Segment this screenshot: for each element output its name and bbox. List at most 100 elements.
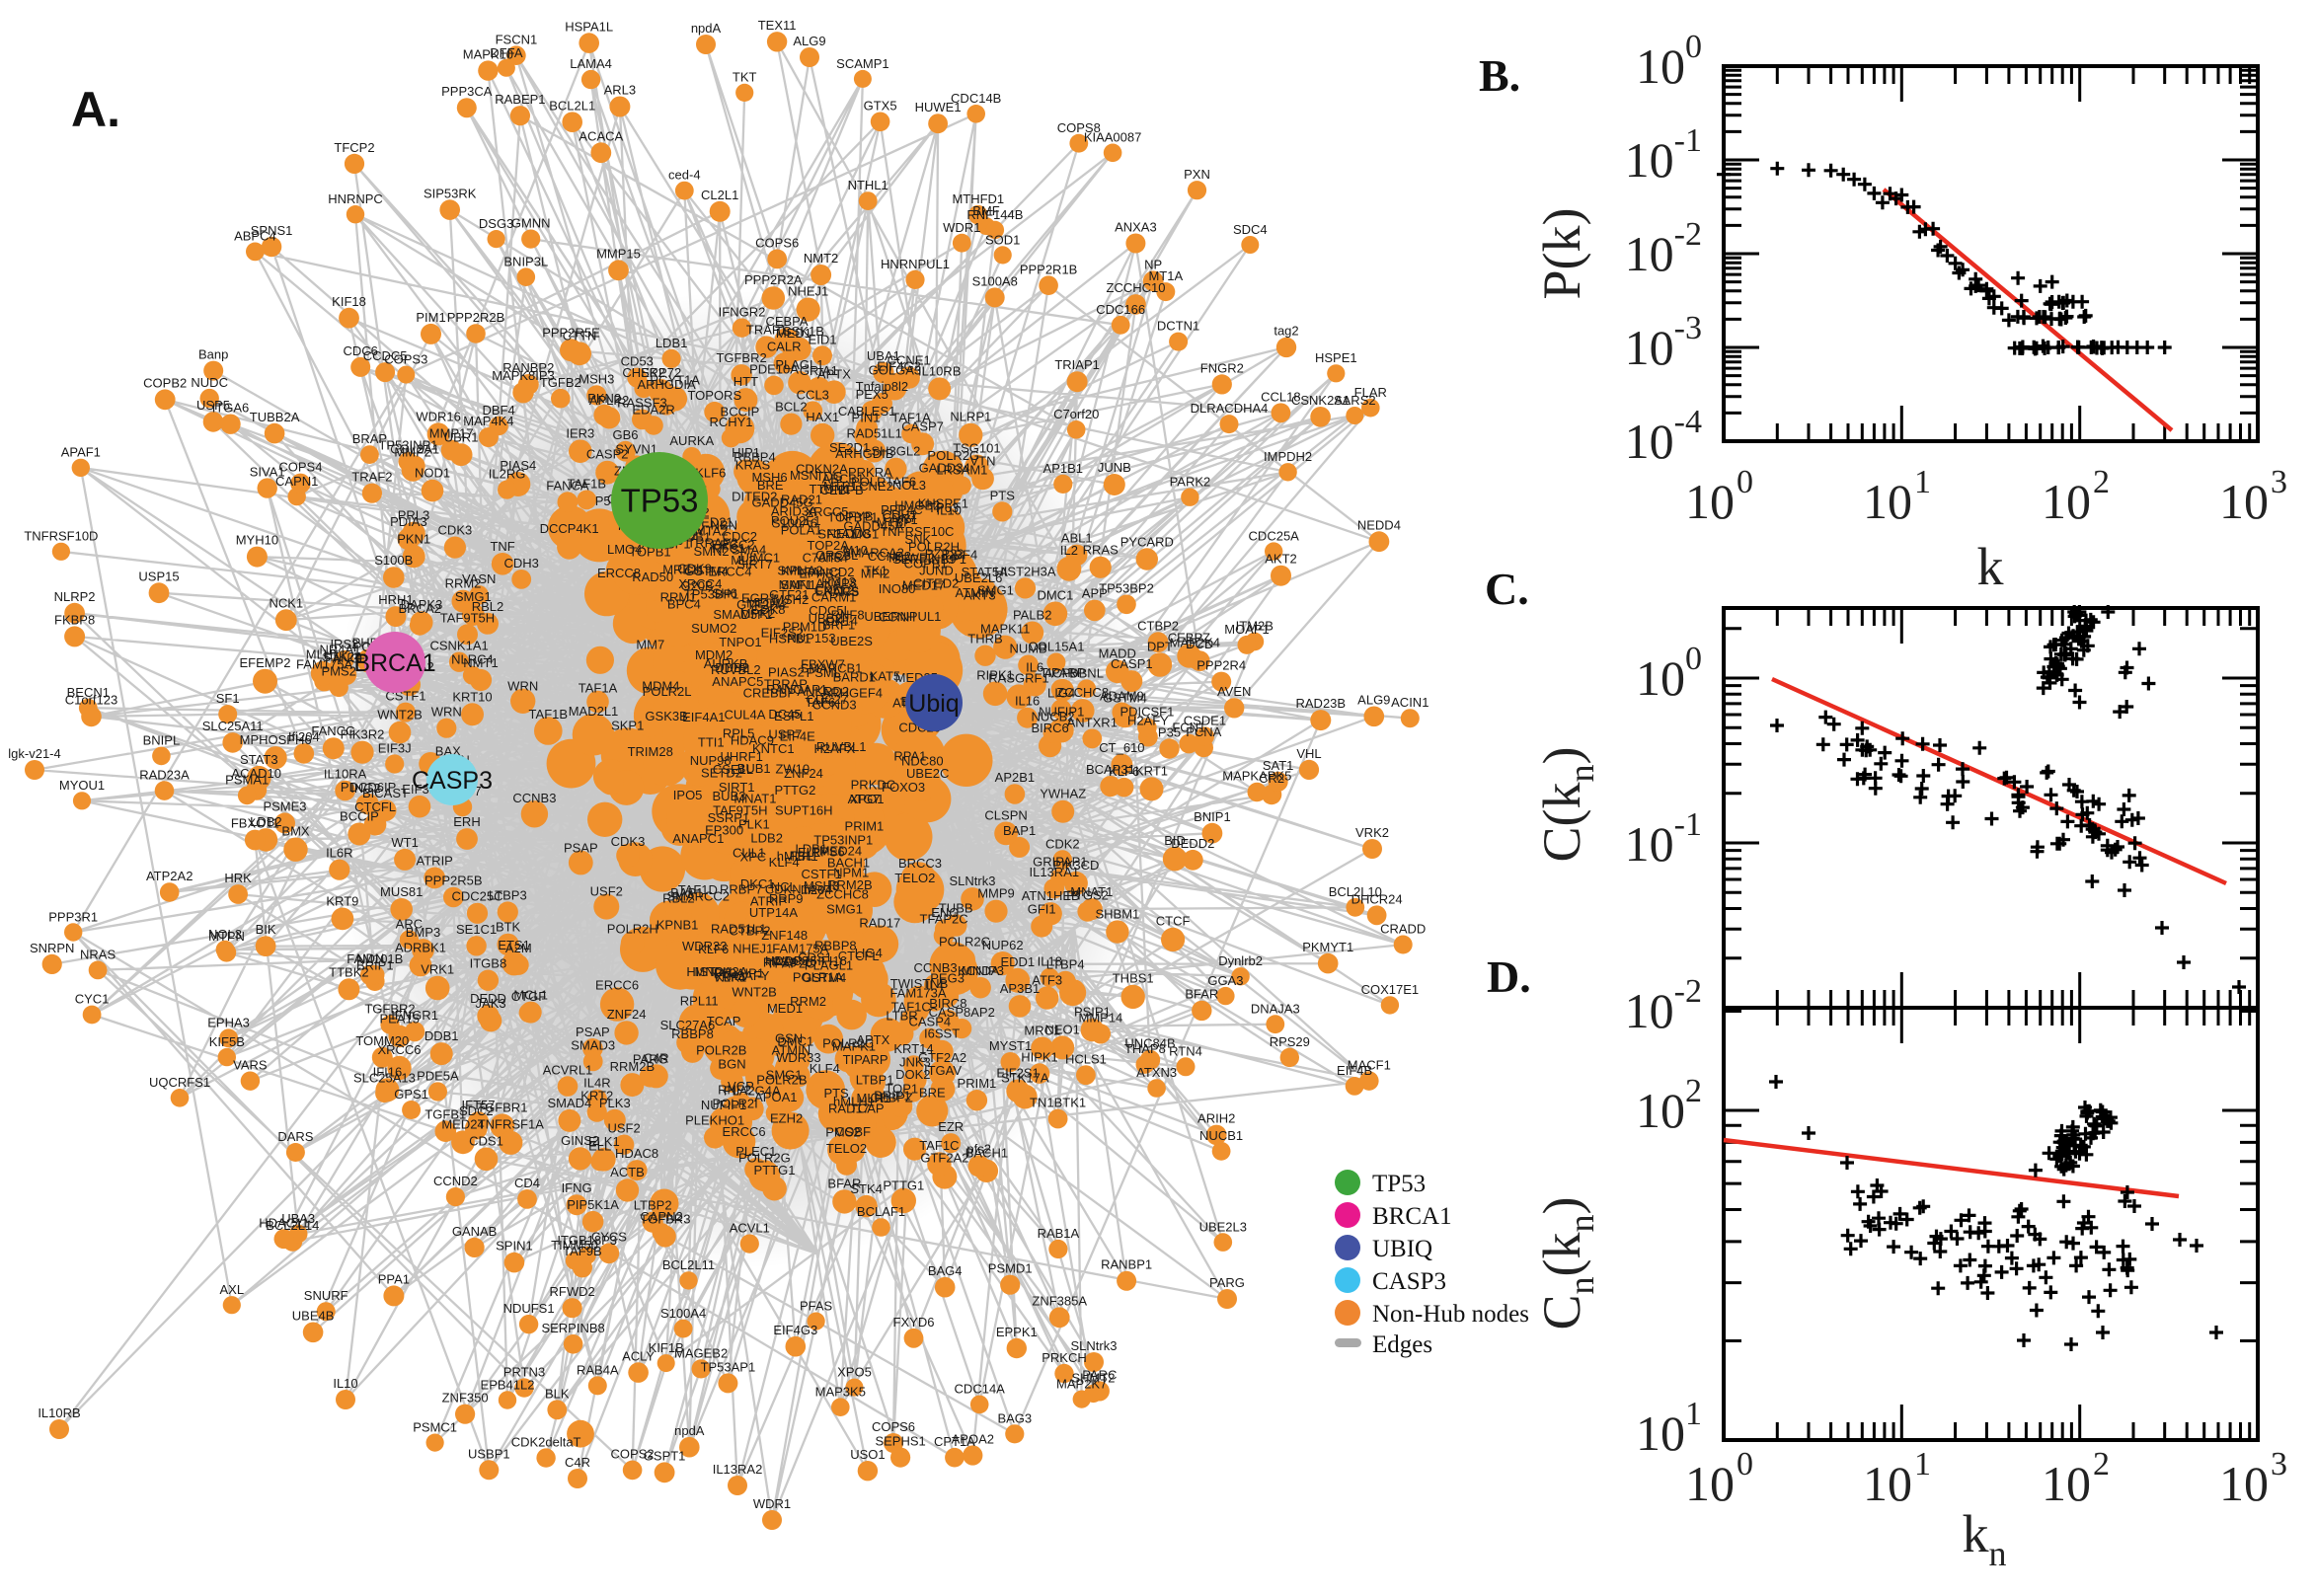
- svg-text:PPP2R2B: PPP2R2B: [447, 310, 505, 325]
- svg-text:CDKN2A: CDKN2A: [796, 461, 848, 476]
- svg-text:UQCRFS1: UQCRFS1: [149, 1075, 210, 1090]
- svg-text:RPL11: RPL11: [680, 994, 719, 1009]
- svg-text:ALG9: ALG9: [793, 34, 825, 48]
- svg-text:IL10RA: IL10RA: [324, 767, 367, 782]
- svg-text:10: 10: [2219, 474, 2269, 529]
- svg-text:PDE10A: PDE10A: [749, 362, 799, 377]
- svg-text:CPT1A: CPT1A: [934, 1434, 975, 1449]
- svg-text:STK4: STK4: [850, 1181, 883, 1196]
- svg-text:APLP2: APLP2: [589, 393, 629, 408]
- svg-text:npdA: npdA: [691, 21, 722, 36]
- svg-text:SYVN1: SYVN1: [615, 441, 657, 456]
- svg-text:IL18: IL18: [1038, 954, 1062, 969]
- svg-text:RASGRF1: RASGRF1: [988, 670, 1048, 685]
- svg-text:TRAF1: TRAF1: [746, 323, 787, 338]
- svg-text:k: k: [1977, 537, 2004, 596]
- svg-text:IMPDH2: IMPDH2: [1264, 449, 1312, 464]
- svg-text:IL4R: IL4R: [583, 1076, 610, 1091]
- svg-text:TAF9B: TAF9B: [563, 1244, 602, 1258]
- svg-text:C4R: C4R: [565, 1455, 590, 1470]
- svg-text:MED24: MED24: [441, 1116, 484, 1131]
- svg-text:TGFBR1: TGFBR1: [477, 1100, 527, 1114]
- svg-text:DOK2: DOK2: [895, 1067, 930, 1082]
- svg-text:RAD17: RAD17: [828, 1102, 870, 1116]
- svg-text:LRSAM1: LRSAM1: [936, 462, 987, 477]
- svg-text:GSTM4: GSTM4: [684, 564, 729, 578]
- svg-text:SLC25A11: SLC25A11: [202, 719, 264, 733]
- svg-text:FSCN1: FSCN1: [496, 32, 538, 46]
- svg-text:TGFBR3: TGFBR3: [640, 1212, 690, 1227]
- svg-text:PKN1: PKN1: [397, 531, 430, 546]
- svg-text:CN5L2: CN5L2: [814, 583, 854, 598]
- svg-text:S100B: S100B: [374, 553, 413, 568]
- svg-text:ced-4: ced-4: [668, 168, 701, 183]
- svg-text:ATN1HEB: ATN1HEB: [1022, 888, 1080, 903]
- svg-text:BRE: BRE: [919, 1085, 946, 1100]
- svg-text:SLC27A6: SLC27A6: [660, 1018, 716, 1032]
- svg-text:SMG1: SMG1: [826, 902, 863, 917]
- svg-text:CEBPZ: CEBPZ: [871, 1091, 913, 1105]
- svg-text:ALG9: ALG9: [1357, 693, 1390, 708]
- svg-text:HSPE1: HSPE1: [1315, 350, 1357, 365]
- svg-text:TP53AP1: TP53AP1: [701, 1359, 756, 1374]
- svg-text:2: 2: [2093, 464, 2110, 500]
- svg-text:EPHA3: EPHA3: [207, 1015, 250, 1029]
- svg-text:ITGB8: ITGB8: [470, 956, 507, 971]
- svg-text:ADAM9: ADAM9: [1100, 689, 1144, 704]
- svg-text:DCCP4K1: DCCP4K1: [540, 521, 599, 536]
- svg-text:BRAP: BRAP: [352, 431, 387, 446]
- svg-text:KPNA2: KPNA2: [781, 564, 823, 578]
- svg-text:ERCC6: ERCC6: [723, 1124, 766, 1139]
- svg-text:CDC25C: CDC25C: [451, 889, 502, 904]
- svg-text:CDC14A: CDC14A: [955, 1382, 1006, 1397]
- svg-text:MYST1: MYST1: [989, 1038, 1032, 1053]
- svg-text:NUP62: NUP62: [982, 938, 1024, 952]
- svg-text:DITED2: DITED2: [732, 490, 777, 504]
- svg-text:A.: A.: [71, 82, 120, 137]
- svg-text:WDR75: WDR75: [772, 953, 817, 968]
- svg-text:EGR1: EGR1: [741, 590, 776, 605]
- svg-text:RNF8: RNF8: [831, 608, 865, 623]
- svg-text:CDKN1A: CDKN1A: [765, 882, 817, 897]
- svg-text:Ifi204: Ifi204: [801, 882, 832, 897]
- svg-text:SMARCA2: SMARCA2: [842, 545, 904, 560]
- svg-text:C.: C.: [1485, 564, 1529, 614]
- svg-text:TAF1D: TAF1D: [678, 882, 718, 897]
- svg-text:GMNN: GMNN: [511, 216, 551, 231]
- svg-text:SOD1: SOD1: [985, 232, 1020, 247]
- svg-text:SMAD5F1: SMAD5F1: [713, 607, 772, 622]
- svg-text:COL2A1: COL2A1: [390, 442, 439, 457]
- svg-text:NUCB2: NUCB2: [1031, 710, 1074, 724]
- svg-text:MFI2: MFI2: [861, 567, 890, 581]
- svg-text:HM13: HM13: [821, 574, 856, 589]
- svg-text:CDS1: CDS1: [798, 950, 832, 965]
- svg-text:THBS1: THBS1: [1113, 971, 1154, 986]
- svg-text:ZNF385A: ZNF385A: [1032, 1293, 1087, 1308]
- svg-text:UBE2L6: UBE2L6: [955, 570, 1002, 585]
- svg-text:VRK2: VRK2: [1355, 825, 1389, 840]
- svg-text:PEA15: PEA15: [379, 1012, 419, 1026]
- svg-text:WDR16: WDR16: [416, 409, 461, 423]
- svg-text:ZCCHC8: ZCCHC8: [816, 887, 869, 902]
- svg-text:IL10RB: IL10RB: [38, 1406, 80, 1420]
- svg-text:SMG1: SMG1: [766, 1068, 803, 1083]
- svg-text:SSRP1: SSRP1: [708, 810, 750, 825]
- svg-text:MED24: MED24: [819, 843, 862, 858]
- svg-text:BRCC3: BRCC3: [898, 856, 942, 871]
- svg-text:SIRT7: SIRT7: [736, 557, 773, 571]
- svg-text:H2AFY: H2AFY: [1127, 714, 1169, 728]
- svg-text:NUDC: NUDC: [191, 375, 228, 390]
- svg-text:PLEKHO1: PLEKHO1: [685, 1113, 744, 1128]
- svg-text:AXL: AXL: [220, 1282, 245, 1297]
- svg-text:PPA1: PPA1: [378, 1272, 410, 1287]
- svg-text:PKMYT1: PKMYT1: [1302, 940, 1353, 954]
- svg-text:G20B: G20B: [680, 578, 713, 593]
- svg-text:ERCC2: ERCC2: [711, 537, 754, 552]
- svg-text:SNK: SNK: [904, 532, 931, 547]
- svg-text:NDN: NDN: [356, 951, 384, 966]
- svg-text:HSPA1L: HSPA1L: [565, 19, 613, 34]
- svg-text:GGA3: GGA3: [1207, 973, 1243, 988]
- svg-text:TGFBR2: TGFBR2: [716, 350, 766, 365]
- svg-text:MSH3: MSH3: [804, 878, 839, 893]
- svg-text:LMO4: LMO4: [607, 542, 642, 557]
